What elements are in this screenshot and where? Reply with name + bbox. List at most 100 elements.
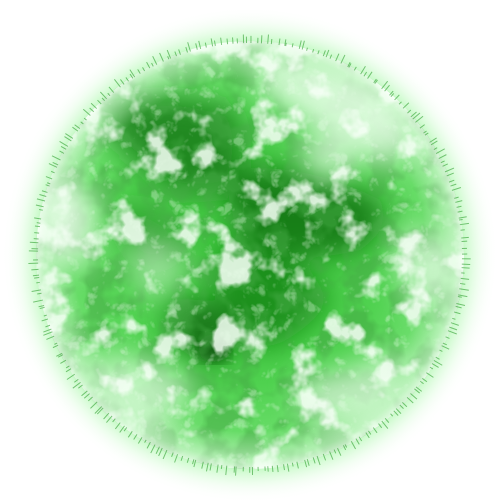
- spicule: [174, 454, 179, 463]
- spicule: [446, 172, 454, 177]
- spicule: [429, 137, 437, 143]
- spicule: [424, 132, 429, 136]
- spicule: [296, 461, 299, 469]
- spicule: [283, 464, 285, 471]
- spicule: [276, 465, 279, 473]
- spicule: [457, 296, 462, 298]
- spicule: [367, 71, 373, 79]
- spicule: [43, 328, 52, 333]
- spicule: [209, 463, 212, 471]
- spicule: [31, 289, 41, 292]
- spicule: [445, 336, 450, 339]
- spicule: [35, 204, 44, 208]
- spicule: [301, 40, 305, 50]
- spicule: [461, 236, 469, 239]
- spicule: [36, 198, 46, 202]
- spicule: [43, 331, 53, 336]
- spicule: [450, 322, 459, 326]
- spicule: [146, 441, 151, 449]
- spicule: [129, 69, 136, 78]
- spicule: [414, 388, 420, 394]
- spicule: [225, 465, 228, 476]
- spicule: [34, 277, 40, 279]
- spicule: [159, 52, 164, 62]
- spicule: [97, 99, 102, 105]
- spicule: [192, 459, 195, 465]
- limb-spicules: [28, 34, 471, 476]
- spicule: [419, 380, 424, 385]
- spicule: [220, 37, 223, 45]
- spicule: [454, 311, 461, 315]
- spicule: [394, 94, 400, 101]
- spicule: [456, 205, 462, 208]
- spicule: [441, 345, 450, 350]
- spicule: [429, 366, 434, 370]
- spicule: [431, 363, 439, 368]
- spicule: [384, 417, 390, 423]
- spicule: [90, 102, 98, 109]
- spicule: [39, 208, 43, 211]
- spicule: [439, 349, 443, 352]
- spicule: [144, 439, 147, 443]
- spicule: [51, 155, 61, 161]
- spicule: [90, 401, 98, 409]
- spicule: [232, 37, 234, 44]
- spicule: [448, 179, 455, 183]
- spicule: [174, 51, 178, 57]
- spicule: [381, 80, 389, 90]
- spicule: [363, 71, 368, 77]
- spicule: [398, 101, 402, 105]
- spicule: [410, 111, 417, 118]
- spicule: [390, 413, 394, 417]
- spicule: [340, 54, 346, 64]
- spicule: [39, 306, 45, 310]
- spicule: [74, 124, 81, 129]
- spicule: [78, 384, 83, 389]
- spicule: [186, 457, 190, 463]
- spicule: [158, 447, 163, 457]
- spicule: [373, 78, 377, 84]
- spicule: [450, 183, 457, 187]
- spicule: [226, 38, 229, 45]
- spicule: [438, 154, 447, 159]
- spicule: [325, 49, 330, 58]
- spicule: [384, 84, 390, 92]
- spicule: [41, 318, 49, 322]
- spicule: [52, 344, 59, 349]
- spicule: [460, 283, 466, 285]
- spicule: [162, 449, 168, 460]
- spicule: [353, 66, 357, 71]
- spicule: [48, 163, 58, 168]
- spicule: [59, 150, 65, 154]
- spicule: [99, 91, 107, 100]
- spicule: [72, 381, 81, 389]
- spicule: [167, 56, 170, 60]
- spicule: [395, 408, 402, 414]
- spicule: [350, 440, 356, 450]
- spicule: [80, 121, 84, 125]
- spicule: [358, 436, 363, 442]
- spicule: [333, 449, 337, 454]
- spicule: [455, 305, 462, 309]
- spicule: [125, 77, 129, 82]
- spicule: [402, 102, 410, 109]
- spicule: [304, 459, 308, 468]
- spicule: [81, 390, 88, 397]
- spicule: [45, 324, 51, 328]
- spicule: [374, 79, 378, 84]
- spicule: [447, 330, 457, 335]
- spicule: [360, 65, 366, 75]
- spicule: [57, 354, 64, 358]
- spicule: [312, 49, 315, 53]
- spicule: [372, 427, 378, 434]
- spicule: [37, 292, 42, 295]
- spicule: [38, 304, 45, 308]
- spicule: [407, 109, 412, 114]
- spicule: [120, 79, 125, 85]
- spicule: [435, 356, 440, 360]
- spicule: [123, 427, 128, 432]
- spicule: [72, 126, 79, 132]
- spicule: [337, 447, 342, 456]
- spicule: [329, 451, 334, 460]
- spicule: [278, 38, 281, 46]
